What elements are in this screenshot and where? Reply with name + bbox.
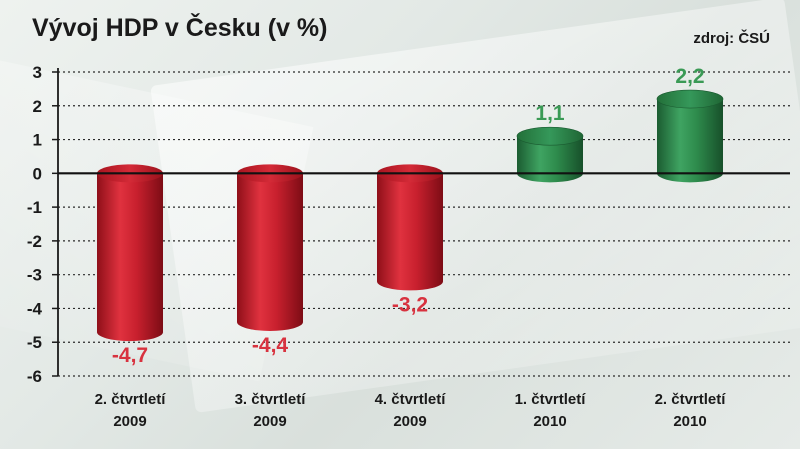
bars [97,89,724,342]
category-label: 2. čtvrtletí 2010 [655,391,727,430]
source-note: zdroj: ČSÚ [693,30,770,47]
y-tick-label: 3 [33,63,42,82]
category-label: 1. čtvrtletí 2010 [515,391,587,430]
bar [237,164,303,331]
y-tick-label: 1 [33,131,42,150]
bar-top-cap [656,89,724,109]
data-label: 1,1 [535,102,565,125]
bar [377,164,443,291]
chart-title: Vývoj HDP v Česku (v %) [32,14,328,42]
y-tick-label: 0 [33,164,42,183]
bar [516,126,584,183]
y-tick-label: -2 [27,232,42,251]
data-label: 2,2 [675,65,704,88]
category-label: 2. čtvrtletí 2009 [95,391,167,430]
category-label: 4. čtvrtletí 2009 [375,391,447,430]
bar [656,89,724,183]
y-tick-label: -5 [27,333,42,352]
category-labels: 2. čtvrtletí 2009 3. čtvrtletí 2009 4. čtvrt… [95,391,727,430]
bar-end-cap [97,323,163,342]
y-tick-label: -4 [27,299,43,318]
bar-top-cap [516,126,584,146]
y-tick-label: -1 [27,198,42,217]
bar-body [657,99,723,174]
data-label: -4,7 [112,344,148,367]
value-labels: -4,7 -4,4 -3,2 1,1 2,2 [112,65,705,367]
data-label: -4,4 [252,334,289,357]
bar-body [97,173,163,333]
y-tick-label: -6 [27,367,42,386]
y-tick-label: 2 [33,97,42,116]
bar-end-cap [237,312,303,331]
bar-end-cap [377,272,443,291]
data-label: -3,2 [392,293,428,316]
y-tick-label: -3 [27,266,42,285]
bar-body [377,173,443,282]
y-axis: 3 2 1 0 -1 -2 -3 -4 -5 -6 [27,63,59,386]
category-label: 3. čtvrtletí 2009 [235,391,307,430]
bar-body [237,173,303,322]
bar [97,164,163,342]
